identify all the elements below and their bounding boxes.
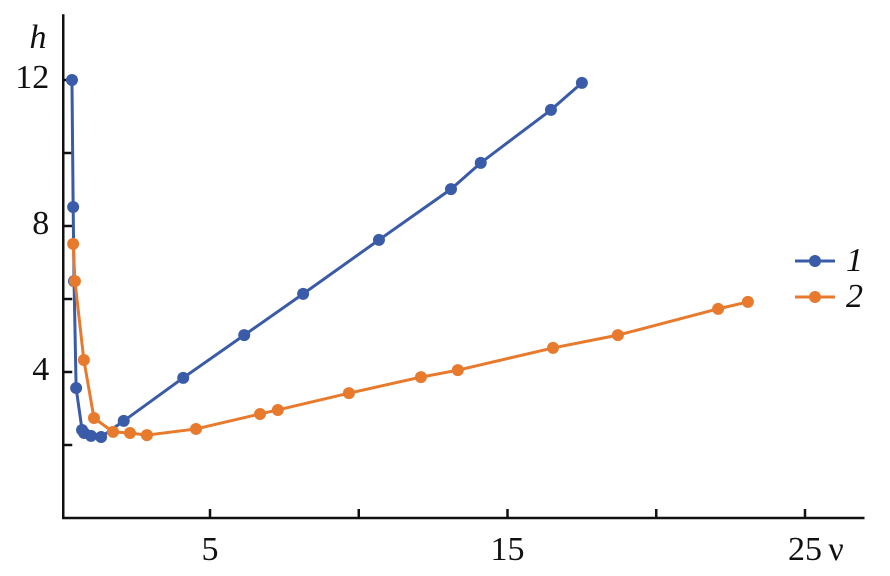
data-point — [77, 353, 90, 366]
data-point — [342, 387, 355, 400]
data-point — [238, 329, 251, 342]
legend-label: 2 — [846, 278, 863, 315]
data-point — [297, 287, 310, 300]
series-line — [70, 79, 583, 439]
legend-marker — [809, 291, 821, 303]
data-point — [271, 403, 284, 416]
x-tick-label: 15 — [491, 531, 525, 568]
data-point — [65, 74, 78, 86]
data-point — [140, 429, 153, 442]
x-tick-label: 5 — [202, 531, 219, 568]
y-tick-label: 8 — [32, 205, 49, 242]
x-tick-label: 25 — [788, 531, 822, 568]
data-point — [544, 103, 557, 116]
data-point — [95, 430, 108, 443]
data-point — [741, 295, 754, 308]
data-point — [70, 382, 83, 395]
data-point — [444, 183, 457, 196]
data-point — [253, 407, 266, 420]
data-point — [87, 411, 100, 424]
x-axis-label: ν — [828, 531, 843, 568]
data-point — [547, 341, 560, 354]
data-point — [414, 371, 427, 384]
data-point — [611, 329, 624, 342]
data-point — [107, 425, 120, 438]
data-point — [372, 233, 385, 246]
legend-marker — [809, 255, 821, 267]
data-point — [68, 275, 81, 288]
data-point — [67, 237, 80, 250]
y-tick-label: 12 — [15, 59, 49, 96]
data-point — [177, 371, 190, 384]
data-point — [123, 426, 136, 439]
data-point — [451, 364, 464, 377]
data-point — [474, 156, 487, 169]
y-tick-label: 4 — [32, 351, 49, 388]
data-point — [712, 302, 725, 315]
data-point — [85, 429, 97, 442]
data-point — [67, 201, 80, 214]
axes — [62, 14, 865, 520]
legend-label: 1 — [846, 242, 863, 279]
series-line — [71, 243, 749, 437]
data-point — [117, 414, 130, 427]
data-point — [575, 76, 588, 89]
y-axis-label: h — [30, 19, 47, 56]
data-point — [190, 422, 203, 435]
